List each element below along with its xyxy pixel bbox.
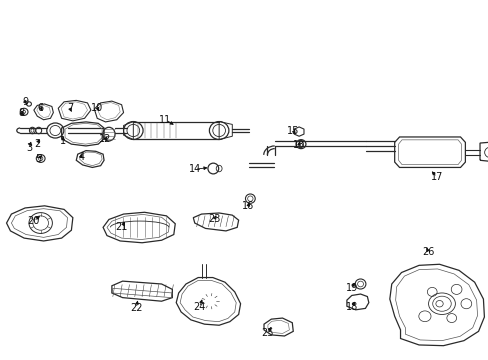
Text: 17: 17: [430, 172, 443, 182]
Text: 15: 15: [286, 126, 299, 135]
Text: 7: 7: [67, 103, 73, 113]
Text: 20: 20: [28, 216, 40, 226]
Text: 12: 12: [99, 134, 111, 144]
Text: 16: 16: [242, 201, 254, 211]
Text: 11: 11: [159, 115, 171, 125]
Text: 24: 24: [193, 302, 205, 312]
Text: 8: 8: [18, 108, 24, 118]
Text: 6: 6: [38, 103, 43, 113]
Text: 9: 9: [22, 97, 28, 107]
Text: 25: 25: [261, 328, 274, 338]
Text: 14: 14: [188, 164, 201, 174]
Text: 21: 21: [115, 222, 127, 232]
Text: 10: 10: [91, 103, 103, 113]
Text: 18: 18: [345, 302, 357, 312]
Text: 13: 13: [292, 140, 305, 150]
Text: 5: 5: [36, 154, 42, 164]
Text: 1: 1: [60, 136, 66, 146]
Text: 19: 19: [345, 283, 357, 293]
Text: 26: 26: [422, 247, 434, 257]
Text: 23: 23: [208, 214, 220, 224]
Text: 3: 3: [26, 143, 32, 153]
Text: 2: 2: [34, 139, 41, 149]
Text: 22: 22: [130, 303, 142, 314]
Text: 4: 4: [78, 152, 84, 162]
